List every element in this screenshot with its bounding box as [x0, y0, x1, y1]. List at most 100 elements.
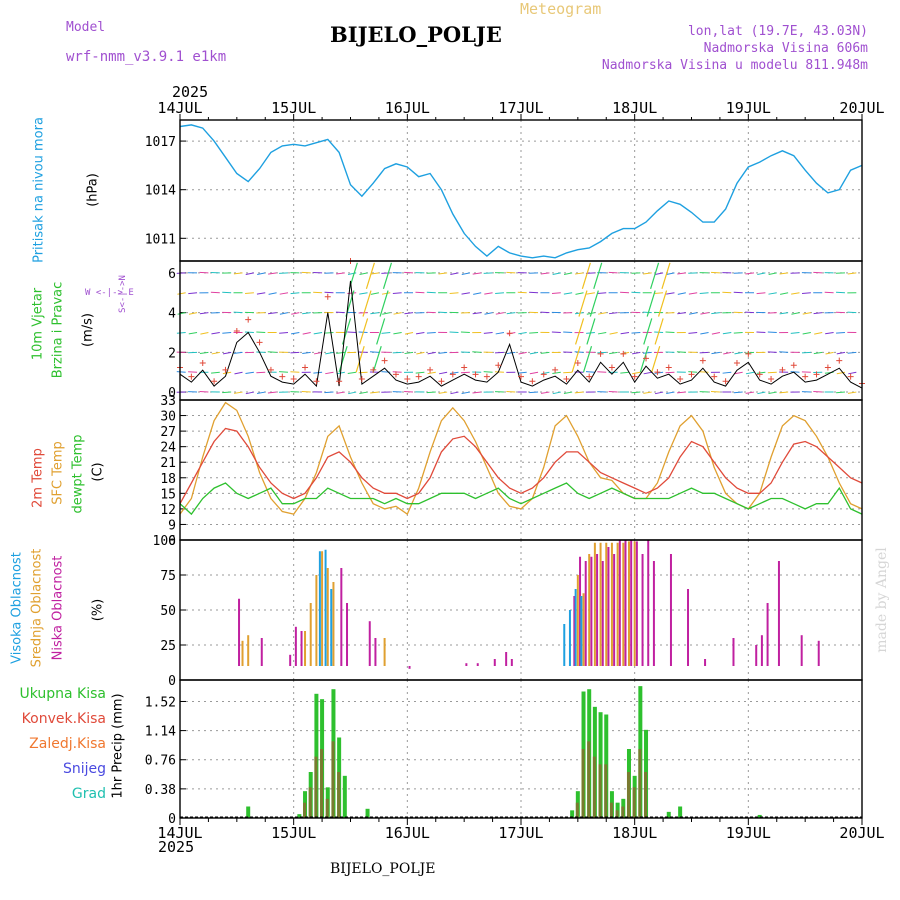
wind-arrow [802, 331, 811, 335]
wind-arrow [222, 351, 232, 355]
wind-arrow [404, 312, 414, 315]
time-tick-label: 18JUL [612, 824, 657, 842]
wind-arrow [574, 312, 584, 315]
precip-tick-label: 1.52 [145, 695, 176, 710]
wind-gust-marker [427, 366, 434, 373]
wind-arrow [654, 272, 664, 275]
wind-arrow [188, 292, 198, 295]
wind-arrow [677, 312, 686, 315]
legend-freezing-rain: Zaledj.Kisa [29, 736, 106, 752]
wind-compass-ns: S<-|->N [118, 275, 128, 313]
wind-arrow [483, 331, 493, 334]
wind-gust-marker [597, 350, 604, 357]
wind-arrow [643, 272, 652, 275]
wind-arrow [551, 292, 561, 295]
wind-arrow [370, 292, 380, 295]
wind-arrow [222, 391, 232, 394]
wind-arrow [700, 331, 709, 335]
wind-arrow [847, 272, 857, 275]
wind-arrow [438, 351, 448, 354]
wind-arrow [211, 371, 220, 374]
wind-arrow [404, 331, 414, 335]
wind-arrow [256, 391, 266, 395]
wind-gust-marker [824, 364, 831, 371]
wind-arrow [256, 371, 266, 374]
wind-arrow [245, 371, 254, 374]
precip-convective-bar [644, 772, 648, 818]
precip-convective-bar [592, 756, 596, 818]
wind-arrow [677, 292, 686, 295]
wind-arrow [461, 391, 470, 395]
wind-arrow [654, 318, 664, 345]
wind-arrow [654, 292, 664, 295]
wind-arrow [188, 312, 198, 315]
wind-arrow [472, 312, 482, 315]
wind-arrow [540, 311, 550, 314]
wind-gust-marker [472, 371, 479, 378]
cloud-tick-label: 25 [160, 639, 176, 654]
wind-arrow [643, 318, 653, 345]
precip-convective-bar [626, 772, 630, 818]
wind-gust-marker [586, 373, 593, 380]
time-tick-label: 19JUL [726, 99, 771, 117]
wind-arrow [427, 371, 436, 375]
wind-arrow [768, 292, 777, 295]
wind-arrow [256, 292, 266, 295]
precip-convective-bar [303, 802, 307, 818]
wind-arrow [551, 331, 561, 333]
wind-arrow [506, 351, 516, 355]
wind-arrow [426, 291, 436, 294]
wind-arrow [722, 291, 732, 294]
precip-total-bar [757, 814, 762, 818]
precip-tick-label: 0.38 [145, 783, 176, 798]
wind-arrow [608, 391, 618, 393]
wind-arrow [348, 391, 357, 395]
wind-arrow [438, 371, 448, 375]
wind-arrow [484, 312, 493, 315]
station-title: BIJELO_POLJE [330, 22, 502, 47]
wind-compass-we: W <-|-> E [85, 288, 134, 298]
precip-convective-bar [615, 810, 619, 818]
precip-total-bar [246, 806, 251, 818]
wind-arrow [825, 351, 834, 355]
temp-tick-label: 6 [168, 534, 176, 549]
wind-gust-marker [643, 355, 650, 362]
wind-arrow [302, 312, 311, 315]
wind-gust-marker [370, 366, 377, 373]
time-tick-label: 16JUL [385, 99, 430, 117]
wind-gust-marker [211, 378, 218, 385]
wind-arrow [733, 331, 743, 334]
temp-tick-label: 15 [160, 487, 176, 502]
wind-label-line2: Brzina i Pravac [50, 281, 66, 379]
wind-arrow [563, 371, 573, 374]
wind-arrow [688, 331, 698, 334]
year-top: 2025 [172, 83, 209, 101]
wind-arrow [585, 371, 595, 373]
wind-arrow [661, 262, 671, 289]
precip-convective-bar [604, 764, 608, 818]
wind-arrow [302, 351, 311, 355]
wind-arrow [757, 272, 766, 275]
wind-arrow [416, 351, 425, 355]
wind-gust-marker [404, 375, 411, 382]
time-tick-label: 18JUL [612, 99, 657, 117]
wind-arrow [234, 391, 243, 394]
wind-gust-marker [540, 371, 547, 378]
wind-arrow [427, 351, 436, 355]
temp-tick-label: 24 [160, 441, 176, 456]
wind-gust-marker [836, 357, 843, 364]
legend-hail: Grad [71, 786, 106, 802]
cloud-tick-label: 75 [160, 569, 176, 584]
wind-arrow [495, 331, 505, 335]
precip-total-bar [365, 808, 370, 818]
wind-arrow [631, 331, 641, 334]
precip-total-bar [342, 775, 347, 818]
wind-arrow [450, 391, 459, 395]
wind-arrow [359, 318, 369, 345]
wind-arrow [541, 371, 550, 375]
temp-2m-label: 2m Temp [30, 448, 46, 508]
wind-gust-marker [802, 373, 809, 380]
temp-tick-label: 9 [168, 518, 176, 533]
wind-arrow [768, 272, 777, 275]
wind-gust-marker [529, 378, 536, 385]
